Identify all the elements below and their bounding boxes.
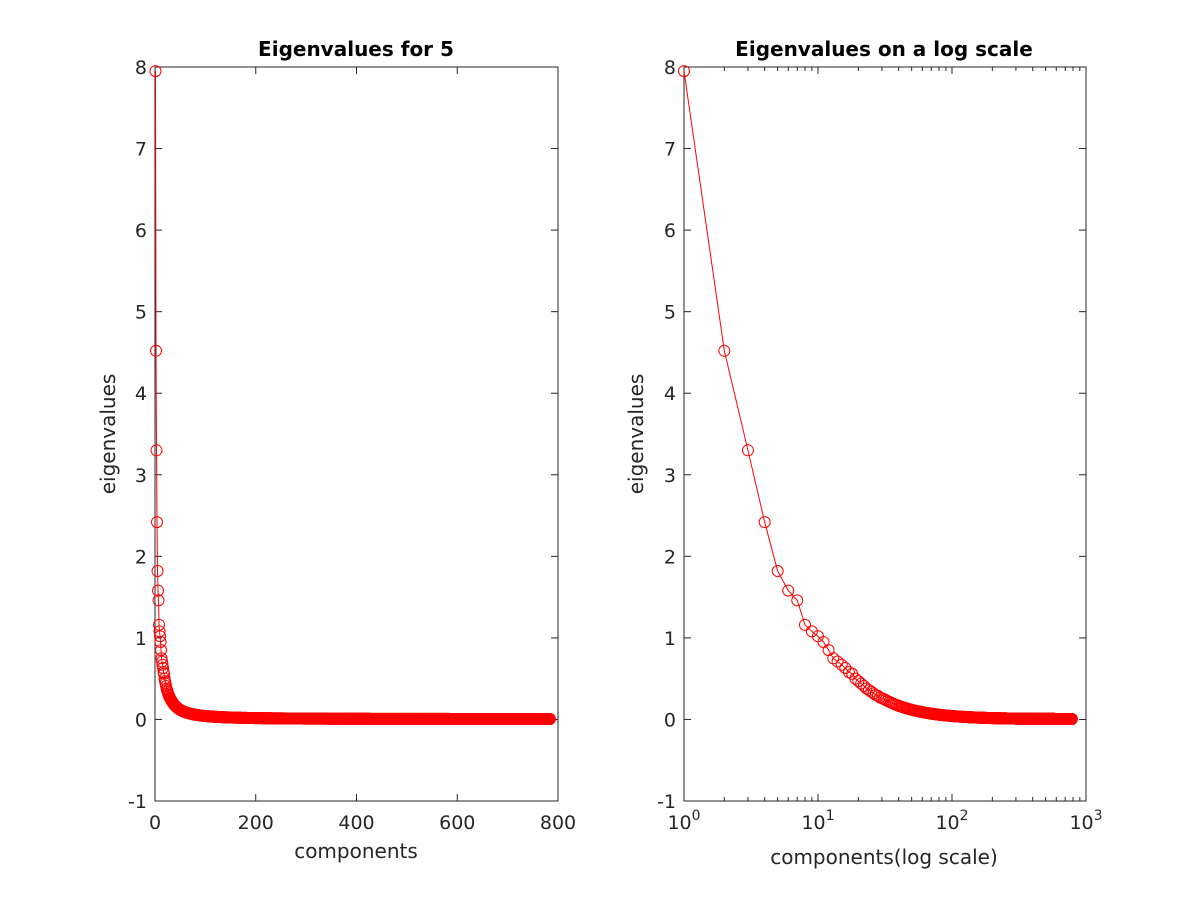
x-axis-label: components(log scale) <box>770 845 998 869</box>
y-tick-label: 5 <box>664 302 676 324</box>
data-point <box>835 658 848 671</box>
data-point <box>151 565 164 578</box>
plot-frame <box>154 66 559 802</box>
y-axis-label: eigenvalues <box>624 374 648 495</box>
data-point <box>152 594 165 607</box>
log-eigenvalue-chart: Eigenvalues on a log scale -1 0 1 2 3 4 5 6 7 8 10… <box>624 37 1103 869</box>
data-point <box>771 565 784 578</box>
y-axis-label: eigenvalues <box>96 374 120 495</box>
data-point <box>152 584 165 597</box>
x-tick-label: 200 <box>238 812 274 834</box>
y-tick-label: 3 <box>664 465 676 487</box>
y-tick-label: 8 <box>664 57 676 79</box>
axis-ticks: -1 0 1 2 3 4 5 6 7 8 100 101 102 103 <box>657 57 1103 834</box>
data-point <box>158 667 171 680</box>
x-tick-label: 800 <box>540 812 576 834</box>
y-tick-label: 8 <box>135 57 147 79</box>
y-tick-label: 0 <box>135 709 147 731</box>
data-point <box>150 344 163 357</box>
y-tick-label: -1 <box>128 791 147 813</box>
y-tick-label: 6 <box>664 220 676 242</box>
y-tick-label: 7 <box>664 139 676 161</box>
data-point <box>151 516 164 529</box>
y-tick-label: 6 <box>135 220 147 242</box>
eigenvalue-markers <box>678 65 1078 725</box>
data-point <box>1065 713 1078 725</box>
chart-title: Eigenvalues for 5 <box>258 37 454 61</box>
data-point <box>799 618 812 631</box>
x-tick-label: 102 <box>935 808 968 834</box>
y-tick-label: 0 <box>664 709 676 731</box>
data-point <box>155 644 168 657</box>
y-tick-label: -1 <box>657 791 676 813</box>
y-tick-label: 4 <box>664 383 676 405</box>
x-tick-label: 0 <box>149 812 161 834</box>
x-tick-label: 400 <box>338 812 374 834</box>
data-point <box>827 652 840 665</box>
data-point <box>150 444 163 457</box>
data-point <box>718 344 731 357</box>
x-tick-label: 600 <box>439 812 475 834</box>
y-tick-label: 4 <box>135 383 147 405</box>
y-tick-label: 5 <box>135 302 147 324</box>
data-point <box>865 685 878 698</box>
plot-frame <box>683 66 1087 802</box>
data-point <box>543 713 556 725</box>
data-point <box>831 655 844 668</box>
x-tick-label: 103 <box>1069 808 1102 834</box>
y-tick-label: 7 <box>135 139 147 161</box>
data-point <box>741 444 754 457</box>
data-point <box>154 635 167 648</box>
y-tick-label: 2 <box>664 546 676 568</box>
data-point <box>791 594 804 607</box>
data-point <box>805 625 818 638</box>
eigenvalue-markers <box>149 65 556 725</box>
y-tick-label: 2 <box>135 546 147 568</box>
data-point <box>782 584 795 597</box>
y-tick-label: 1 <box>664 628 676 650</box>
data-point <box>153 618 166 631</box>
chart-title: Eigenvalues on a log scale <box>735 37 1033 61</box>
y-tick-label: 1 <box>135 628 147 650</box>
x-tick-label: 101 <box>801 808 834 834</box>
data-point <box>154 630 167 643</box>
x-axis-label: components <box>294 839 418 863</box>
y-tick-label: 3 <box>135 465 147 487</box>
data-point <box>149 65 162 78</box>
data-point <box>678 65 690 78</box>
data-point <box>758 516 771 529</box>
x-tick-label: 100 <box>667 808 700 834</box>
